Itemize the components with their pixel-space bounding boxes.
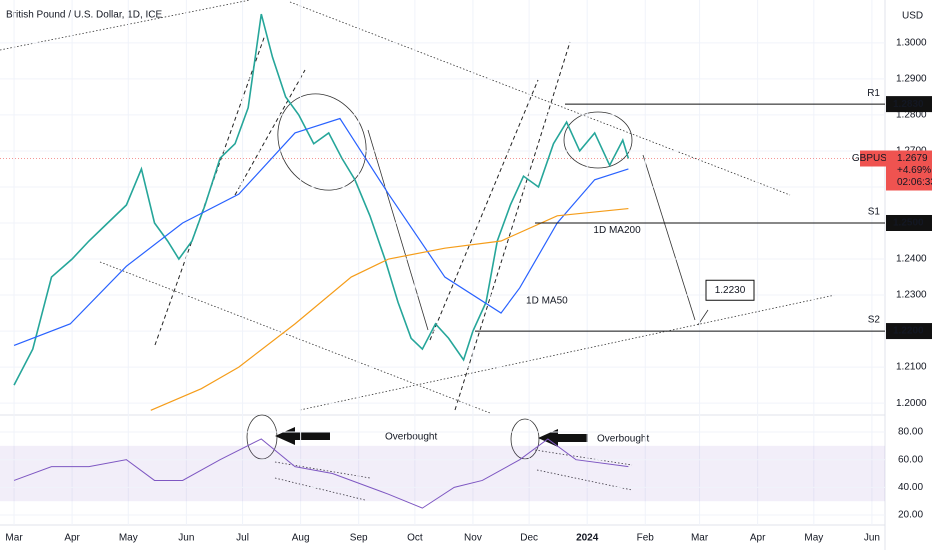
- x-tick-label: May: [119, 533, 138, 544]
- x-tick-label: Mar: [5, 533, 23, 544]
- y-tick-label: 1.2300: [896, 290, 927, 301]
- level-box: [886, 214, 932, 231]
- y-tick-label: 1.2100: [896, 362, 927, 373]
- y-tick-label: 1.2400: [896, 254, 927, 265]
- arrow-icon: [538, 429, 588, 447]
- y-tick-label: 1.3000: [896, 38, 927, 49]
- target-box: [705, 279, 755, 301]
- x-tick-label: Sep: [350, 533, 368, 544]
- timer-label: 02:06:33: [897, 177, 932, 188]
- trendline: [0, 0, 251, 51]
- series-line: [150, 207, 629, 411]
- x-tick-label: Feb: [637, 533, 655, 544]
- price-label: 1.2679: [897, 153, 928, 164]
- trendline: [536, 469, 633, 491]
- x-tick-label: Mar: [691, 533, 709, 544]
- level-label: 1.2830: [893, 99, 924, 110]
- level-label: 1.2200: [893, 326, 924, 337]
- channel-line: [234, 69, 306, 196]
- annotation: Overbought: [597, 434, 649, 445]
- target-label: 1.2230: [715, 285, 746, 296]
- rsi-tick-label: 80.00: [898, 427, 923, 438]
- x-tick-label: May: [804, 533, 823, 544]
- arrow-icon: [275, 427, 330, 445]
- series-line: [13, 13, 630, 386]
- rsi-tick-label: 60.00: [898, 454, 923, 465]
- chart-title: British Pound / U.S. Dollar, 1D, ICE: [6, 10, 163, 21]
- trendline: [534, 449, 633, 466]
- x-tick-label: Oct: [407, 533, 423, 544]
- x-tick-label: Apr: [750, 533, 766, 544]
- rsi-tick-label: 40.00: [898, 482, 923, 493]
- y-tick-label: 1.2000: [896, 398, 927, 409]
- level-box: [886, 96, 932, 113]
- x-tick-label: Dec: [520, 533, 538, 544]
- x-tick-label: Nov: [464, 533, 482, 544]
- change-label: +4.69%: [897, 165, 931, 176]
- price-box: [886, 150, 932, 191]
- trendline: [274, 477, 366, 501]
- rsi-line: [13, 438, 629, 509]
- x-tick-label: 2024: [576, 533, 599, 544]
- series-label: 1D MA200: [593, 225, 641, 236]
- channel-line: [429, 79, 539, 341]
- symbol-box: [860, 150, 886, 167]
- channel-line: [454, 41, 571, 411]
- arrow: [642, 154, 696, 321]
- y-tick-label: 1.2800: [896, 110, 927, 121]
- currency: USD: [902, 11, 923, 22]
- circle: [563, 111, 633, 169]
- x-tick-label: Aug: [292, 533, 310, 544]
- x-tick-label: Jun: [178, 533, 194, 544]
- arrow: [367, 129, 429, 331]
- trendline: [299, 294, 836, 411]
- level-box: [886, 323, 932, 340]
- annotation: Overbought: [385, 432, 437, 443]
- level-name: S2: [868, 315, 881, 326]
- x-tick-label: Jun: [864, 533, 880, 544]
- series-label: 1D MA50: [526, 296, 568, 307]
- level-name: S1: [868, 207, 881, 218]
- rsi-band: [0, 445, 885, 502]
- symbol-label: GBPUSD: [852, 153, 894, 164]
- x-tick-label: Jul: [236, 533, 249, 544]
- x-tick-label: Apr: [64, 533, 80, 544]
- level-name: R1: [867, 88, 880, 99]
- circle: [246, 414, 278, 460]
- rsi-tick-label: 20.00: [898, 510, 923, 521]
- series-line: [13, 117, 629, 347]
- y-tick-label: 1.2900: [896, 74, 927, 85]
- circle: [510, 418, 540, 460]
- level-label: 1.2500: [893, 218, 924, 229]
